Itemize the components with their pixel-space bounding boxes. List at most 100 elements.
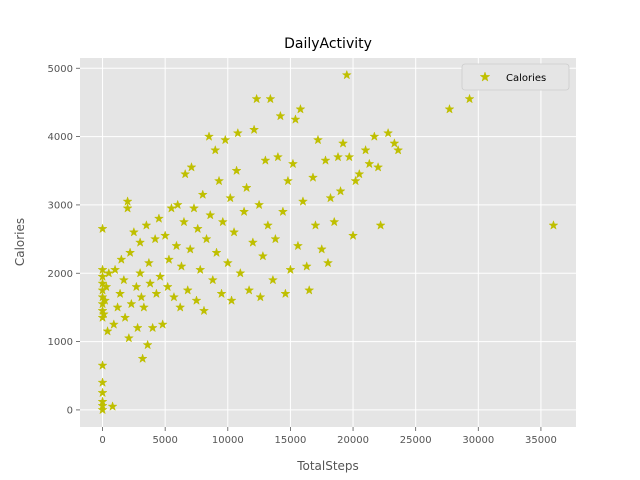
data-point (341, 69, 352, 80)
data-point (262, 220, 273, 230)
data-point (137, 353, 148, 364)
data-point (364, 158, 375, 169)
data-point (310, 220, 321, 230)
data-point (210, 144, 221, 155)
data-point (109, 264, 121, 275)
plot-background (80, 58, 576, 427)
x-tick-label: 10000 (212, 435, 244, 446)
data-point (101, 281, 112, 292)
data-point (249, 124, 260, 135)
legend-star-icon (479, 71, 491, 82)
data-point (238, 206, 250, 217)
data-point (243, 284, 255, 295)
data-point (97, 360, 108, 370)
data-point (304, 284, 315, 295)
data-point (163, 254, 175, 264)
data-point (335, 185, 346, 196)
data-point (285, 264, 296, 275)
data-point (228, 226, 240, 237)
data-point (375, 220, 386, 230)
x-axis-label: TotalSteps (296, 459, 359, 473)
data-point (171, 240, 182, 251)
data-point (369, 131, 380, 141)
data-point (97, 264, 108, 275)
data-point (290, 114, 301, 124)
data-point (157, 319, 168, 329)
data-point (123, 332, 134, 343)
data-point (97, 271, 108, 282)
data-point (464, 93, 475, 104)
data-point (350, 175, 361, 186)
x-tick-label: 0 (99, 435, 105, 446)
legend-box (461, 63, 570, 91)
data-point (172, 199, 183, 210)
data-point (175, 302, 186, 312)
data-point (195, 264, 206, 275)
y-tick-label: 0 (67, 405, 73, 416)
data-point (125, 247, 136, 258)
data-point (108, 319, 119, 329)
data-point (270, 233, 281, 244)
data-point (329, 216, 340, 227)
data-point (143, 257, 154, 268)
data-point (322, 257, 334, 268)
data-point (373, 161, 384, 172)
data-point (220, 134, 231, 145)
legend-label-calories: Calories (506, 73, 546, 84)
data-point (112, 302, 123, 312)
data-point (216, 288, 227, 299)
data-point (272, 151, 283, 162)
data-point (126, 298, 137, 309)
chart-title: DailyActivity (284, 36, 372, 52)
data-point (444, 103, 455, 114)
data-point (295, 103, 306, 114)
data-point (178, 216, 190, 227)
data-point (325, 192, 336, 203)
y-tick-label: 5000 (48, 64, 73, 75)
data-point (188, 202, 200, 213)
data-point (135, 237, 146, 247)
data-point (307, 172, 319, 182)
data-point (102, 325, 113, 336)
data-point (118, 274, 129, 285)
data-point (135, 267, 146, 278)
data-point (267, 274, 278, 285)
x-tick-labels: 0 5000 10000 15000 20000 25000 30000 35000 (99, 427, 557, 446)
data-point (265, 93, 276, 104)
data-point (162, 281, 173, 292)
data-point (222, 257, 233, 268)
data-point (191, 295, 202, 305)
data-point (235, 267, 246, 278)
y-tick-label: 2000 (48, 269, 73, 280)
data-point (292, 240, 304, 251)
data-point (277, 206, 289, 217)
data-point (97, 377, 108, 387)
data-point (383, 127, 394, 138)
data-point (354, 168, 365, 179)
data-point (97, 223, 108, 234)
data-point (153, 213, 165, 223)
data-point (347, 230, 359, 241)
data-point (98, 308, 109, 319)
data-point (205, 209, 216, 220)
data-point (287, 158, 299, 169)
data-point (389, 138, 400, 148)
data-point (320, 155, 331, 165)
data-point (207, 274, 218, 285)
data-point (145, 278, 156, 288)
data-point (316, 243, 327, 254)
x-tick-label: 15000 (275, 435, 307, 446)
data-point (119, 312, 131, 323)
data-point (211, 247, 222, 258)
data-point (136, 291, 147, 302)
data-point (225, 192, 236, 203)
data-point (337, 138, 349, 148)
data-point (182, 284, 193, 295)
x-tick-label: 5000 (152, 435, 177, 446)
data-point (198, 305, 210, 316)
x-tick-label: 20000 (337, 435, 369, 446)
data-point (548, 220, 559, 230)
data-point (360, 144, 371, 155)
data-point (186, 161, 197, 172)
data-point (203, 131, 215, 141)
